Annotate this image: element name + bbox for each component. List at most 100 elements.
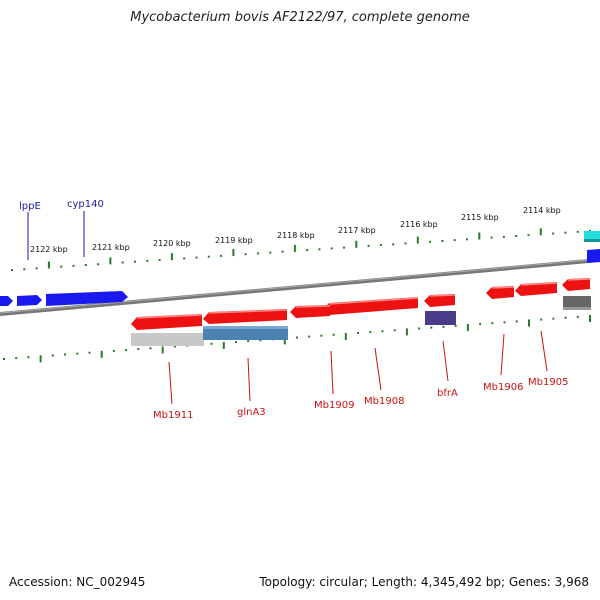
scale-tick-minor	[15, 357, 18, 360]
scale-tick-major	[466, 324, 469, 331]
scale-tick-major	[539, 228, 542, 236]
scale-tick-major	[170, 253, 173, 261]
scale-tick-minor	[183, 257, 186, 260]
reverse-cds[interactable]	[290, 305, 330, 318]
scale-tick-minor	[35, 267, 38, 270]
scale-tick-minor	[27, 356, 30, 359]
scale-tick-minor	[332, 333, 335, 336]
scale-tick-minor	[134, 260, 136, 263]
scale-tick-minor	[330, 247, 333, 250]
scale-tick-major	[293, 244, 296, 252]
gene-label-forward[interactable]: cyp140	[67, 199, 104, 210]
scale-tick-minor	[88, 351, 91, 354]
scale-tick-major	[109, 257, 112, 265]
scale-label: 2118 kbp	[277, 231, 315, 240]
scale-tick-minor	[442, 325, 445, 328]
scale-tick-minor	[137, 348, 140, 351]
scale-tick-minor	[308, 335, 311, 338]
scale-tick-major	[100, 350, 103, 358]
reverse-cds[interactable]	[323, 297, 418, 315]
scale-tick-minor	[369, 331, 372, 334]
scale-tick-major	[416, 236, 419, 244]
scale-tick-minor	[466, 238, 468, 241]
reverse-cds[interactable]	[424, 294, 455, 307]
scale-tick-minor	[281, 250, 284, 253]
scale-tick-minor	[146, 259, 149, 262]
scale-tick-minor	[540, 318, 543, 321]
forward-cds[interactable]	[46, 291, 128, 306]
scale-tick-minor	[296, 336, 298, 339]
topology-text: Topology: circular; Length: 4,345,492 bp…	[259, 575, 589, 589]
scale-tick-minor	[490, 236, 493, 239]
map-title: Mycobacterium bovis AF2122/97, complete …	[130, 10, 470, 25]
scale-tick-minor	[430, 326, 433, 329]
scale-tick-minor	[564, 231, 567, 234]
scale-tick-minor	[367, 244, 370, 247]
reverse-cds[interactable]	[562, 278, 590, 291]
scale-tick-major	[232, 249, 235, 257]
cog-track-segment[interactable]	[203, 326, 288, 340]
scale-tick-major	[405, 328, 408, 336]
scale-tick-major	[589, 315, 591, 322]
reverse-cds[interactable]	[486, 286, 514, 299]
cog-track-segment[interactable]	[131, 333, 204, 346]
scale-tick-minor	[195, 256, 198, 259]
gene-label-reverse[interactable]: Mb1909	[314, 400, 354, 411]
scale-tick-minor	[84, 264, 87, 266]
scale-tick-major	[47, 261, 50, 269]
scale-tick-minor	[51, 354, 54, 357]
forward-cds[interactable]	[587, 249, 600, 263]
scale-tick-minor	[343, 246, 345, 249]
scale-tick-minor	[515, 235, 518, 237]
scale-tick-minor	[3, 358, 5, 360]
scale-ticks-inner	[3, 315, 591, 363]
scale-tick-minor	[97, 263, 100, 266]
scale-label: 2119 kbp	[215, 236, 253, 245]
scale-tick-minor	[454, 324, 457, 327]
scale-label: 2122 kbp	[30, 245, 68, 254]
scale-tick-minor	[235, 341, 237, 343]
gene-label-reverse[interactable]: Mb1908	[364, 396, 404, 407]
gene-label-reverse[interactable]: bfrA	[437, 388, 458, 399]
scale-tick-minor	[23, 268, 26, 271]
scale-tick-minor	[503, 321, 506, 324]
gene-label-reverse[interactable]: Mb1911	[153, 410, 193, 421]
scale-tick-minor	[257, 252, 259, 255]
scale-tick-minor	[121, 261, 124, 264]
scale-tick-minor	[318, 248, 321, 251]
scale-tick-minor	[515, 320, 518, 323]
scale-tick-minor	[173, 345, 176, 348]
scale-tick-minor	[76, 352, 79, 355]
scale-tick-minor	[158, 259, 161, 261]
scale-tick-minor	[72, 264, 75, 267]
scale-tick-minor	[576, 230, 579, 233]
scale-tick-major	[161, 346, 164, 354]
scale-tick-minor	[60, 265, 63, 268]
scale-tick-major	[528, 319, 530, 327]
gene-label-forward[interactable]: lppE	[19, 201, 41, 212]
scale-tick-minor	[112, 349, 115, 352]
scale-tick-minor	[210, 342, 213, 345]
scale-tick-minor	[259, 339, 262, 342]
scale-tick-minor	[576, 315, 579, 318]
scale-tick-minor	[220, 254, 223, 257]
scale-label: 2121 kbp	[92, 243, 130, 252]
cog-track-segment[interactable]	[425, 311, 456, 325]
scale-tick-major	[478, 232, 481, 240]
gene-label-reverse[interactable]: glnA3	[237, 407, 266, 418]
forward-cds[interactable]	[17, 295, 42, 306]
scale-tick-minor	[149, 347, 152, 350]
gene-label-reverse[interactable]: Mb1906	[483, 382, 523, 393]
scale-tick-major	[222, 341, 225, 349]
scale-tick-minor	[392, 243, 395, 246]
scale-tick-minor	[320, 334, 323, 337]
forward-cds[interactable]	[0, 296, 13, 306]
scale-tick-minor	[11, 269, 13, 271]
scale-tick-minor	[393, 329, 396, 332]
cog-track-segment[interactable]	[563, 296, 591, 309]
reverse-strand-features	[131, 278, 591, 346]
forward-feature-cyan[interactable]	[584, 231, 600, 241]
scale-tick-minor	[552, 317, 555, 320]
gene-label-reverse[interactable]: Mb1905	[528, 377, 568, 388]
